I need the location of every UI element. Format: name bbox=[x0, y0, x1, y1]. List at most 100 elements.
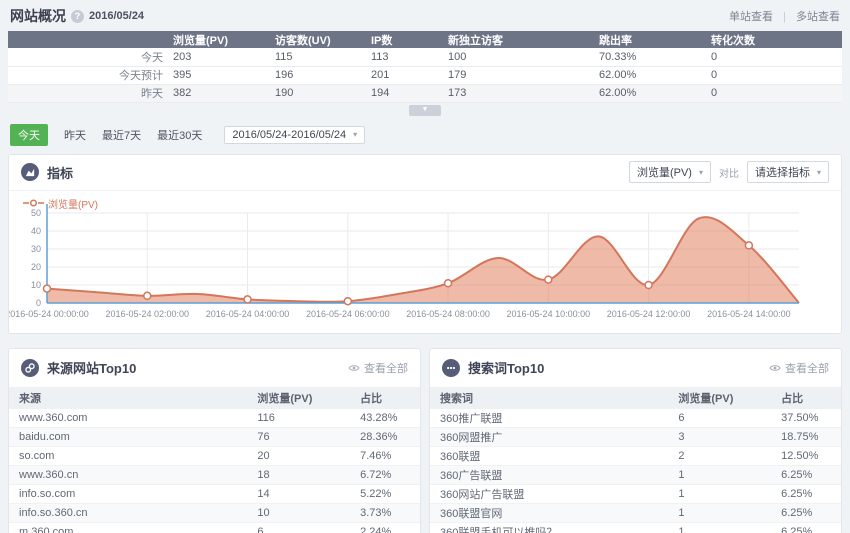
table-cell: 190 bbox=[275, 84, 371, 102]
link-icon bbox=[21, 359, 39, 377]
svg-text:2016-05-24 12:00:00: 2016-05-24 12:00:00 bbox=[607, 309, 691, 319]
table-row: m.360.com62.24% bbox=[9, 523, 420, 533]
filter-last30days-link[interactable]: 最近30天 bbox=[157, 127, 202, 143]
table-cell: 196 bbox=[275, 66, 371, 84]
table-row: 昨天38219019417362.00%0 bbox=[8, 84, 842, 102]
date-range-select[interactable]: 2016/05/24-2016/05/24 ▾ bbox=[224, 126, 365, 144]
table-row: 360联盟手机可以推吗？16.25% bbox=[430, 523, 841, 533]
table-cell: baidu.com bbox=[9, 428, 247, 447]
compare-metric-select[interactable]: 请选择指标 ▾ bbox=[747, 161, 829, 183]
sources-table-body: www.360.com11643.28%baidu.com7628.36%so.… bbox=[9, 409, 420, 533]
sources-header-row: 来源 浏览量(PV) 占比 bbox=[9, 387, 420, 409]
table-cell: 76 bbox=[247, 428, 350, 447]
table-cell: 0 bbox=[711, 66, 842, 84]
table-cell: 2 bbox=[668, 447, 771, 466]
table-cell: 203 bbox=[173, 48, 275, 66]
table-row: so.com207.46% bbox=[9, 447, 420, 466]
table-cell: 43.28% bbox=[350, 409, 420, 428]
multi-site-view-link[interactable]: 多站查看 bbox=[796, 11, 840, 23]
metric-select[interactable]: 浏览量(PV) ▾ bbox=[629, 161, 711, 183]
table-cell: 今天 bbox=[8, 48, 173, 66]
table-cell: 115 bbox=[275, 48, 371, 66]
sources-view-all-label: 查看全部 bbox=[364, 360, 408, 376]
table-cell: 18.75% bbox=[771, 428, 841, 447]
overview-table: 浏览量(PV) 访客数(UV) IP数 新独立访客 跳出率 转化次数 今天203… bbox=[8, 31, 842, 103]
table-row: baidu.com7628.36% bbox=[9, 428, 420, 447]
top-keywords-panel: 搜索词Top10 查看全部 搜索词 浏览量(PV) 占比 bbox=[429, 348, 842, 533]
metrics-chart-icon bbox=[21, 163, 39, 181]
table-cell: 37.50% bbox=[771, 409, 841, 428]
table-cell: 昨天 bbox=[8, 84, 173, 102]
metric-controls: 浏览量(PV) ▾ 对比 请选择指标 ▾ bbox=[629, 161, 829, 183]
table-cell: 360网盟推广 bbox=[430, 428, 668, 447]
table-cell: 116 bbox=[247, 409, 350, 428]
svg-text:2016-05-24 02:00:00: 2016-05-24 02:00:00 bbox=[105, 309, 189, 319]
table-cell: 395 bbox=[173, 66, 275, 84]
filter-today-button[interactable]: 今天 bbox=[10, 124, 48, 146]
sources-panel-header: 来源网站Top10 查看全部 bbox=[9, 349, 420, 387]
table-cell: www.360.com bbox=[9, 409, 247, 428]
sources-col-pv: 浏览量(PV) bbox=[247, 387, 350, 409]
keywords-view-all-link[interactable]: 查看全部 bbox=[769, 360, 829, 376]
svg-text:30: 30 bbox=[31, 244, 41, 254]
chevron-down-icon: ▾ bbox=[699, 168, 703, 177]
table-row: info.so.com145.22% bbox=[9, 485, 420, 504]
table-cell: 28.36% bbox=[350, 428, 420, 447]
table-cell: 360联盟官网 bbox=[430, 504, 668, 523]
table-row: 360推广联盟637.50% bbox=[430, 409, 841, 428]
svg-text:2016-05-24 00:00:00: 2016-05-24 00:00:00 bbox=[9, 309, 89, 319]
overview-table-wrap: 浏览量(PV) 访客数(UV) IP数 新独立访客 跳出率 转化次数 今天203… bbox=[8, 31, 842, 116]
table-cell: m.360.com bbox=[9, 523, 247, 533]
help-icon[interactable]: ? bbox=[71, 10, 84, 23]
table-cell: 6.25% bbox=[771, 504, 841, 523]
legend-label: 浏览量(PV) bbox=[48, 196, 98, 211]
bottom-panels: 来源网站Top10 查看全部 来源 浏览量(PV) 占比 bbox=[8, 348, 842, 533]
compare-select-value: 请选择指标 bbox=[755, 164, 810, 180]
svg-text:0: 0 bbox=[36, 298, 41, 308]
sources-panel-title: 来源网站Top10 bbox=[47, 358, 136, 377]
expand-table-button[interactable]: ▼ bbox=[409, 105, 441, 116]
sources-table: 来源 浏览量(PV) 占比 www.360.com11643.28%baidu.… bbox=[9, 387, 420, 533]
svg-text:10: 10 bbox=[31, 280, 41, 290]
table-cell: 382 bbox=[173, 84, 275, 102]
table-row: 360网站广告联盟16.25% bbox=[430, 485, 841, 504]
page-title: 网站概况 bbox=[10, 6, 66, 26]
table-cell: 1 bbox=[668, 504, 771, 523]
keywords-table-body: 360推广联盟637.50%360网盟推广318.75%360联盟212.50%… bbox=[430, 409, 841, 533]
table-row: 今天预计39519620117962.00%0 bbox=[8, 66, 842, 84]
sources-col-share: 占比 bbox=[350, 387, 420, 409]
table-row: 360网盟推广318.75% bbox=[430, 428, 841, 447]
svg-text:2016-05-24 10:00:00: 2016-05-24 10:00:00 bbox=[507, 309, 591, 319]
table-cell: 201 bbox=[371, 66, 448, 84]
single-site-view-link[interactable]: 单站查看 bbox=[729, 11, 773, 23]
table-cell: 3.73% bbox=[350, 504, 420, 523]
overview-col-ip: IP数 bbox=[371, 31, 448, 48]
date-range-value: 2016/05/24-2016/05/24 bbox=[232, 129, 346, 141]
keywords-col-term: 搜索词 bbox=[430, 387, 668, 409]
table-cell: 6 bbox=[247, 523, 350, 533]
keywords-table: 搜索词 浏览量(PV) 占比 360推广联盟637.50%360网盟推广318.… bbox=[430, 387, 841, 533]
chevron-down-icon: ▾ bbox=[817, 168, 821, 177]
table-cell: 173 bbox=[448, 84, 599, 102]
table-cell: 360广告联盟 bbox=[430, 466, 668, 485]
view-mode-links: 单站查看 | 多站查看 bbox=[729, 8, 840, 24]
keywords-view-all-label: 查看全部 bbox=[785, 360, 829, 376]
filter-last7days-link[interactable]: 最近7天 bbox=[102, 127, 141, 143]
table-row: info.so.360.cn103.73% bbox=[9, 504, 420, 523]
table-cell: 6.25% bbox=[771, 466, 841, 485]
filter-yesterday-link[interactable]: 昨天 bbox=[64, 127, 86, 143]
overview-col-pv: 浏览量(PV) bbox=[173, 31, 275, 48]
table-row: 360联盟官网16.25% bbox=[430, 504, 841, 523]
table-cell: 1 bbox=[668, 485, 771, 504]
chart-legend[interactable]: 浏览量(PV) bbox=[23, 196, 98, 211]
metrics-panel: 指标 浏览量(PV) ▾ 对比 请选择指标 ▾ 浏览 bbox=[8, 154, 842, 334]
table-cell: 0 bbox=[711, 84, 842, 102]
table-row: 360广告联盟16.25% bbox=[430, 466, 841, 485]
overview-col-label bbox=[8, 31, 173, 48]
table-cell: 360推广联盟 bbox=[430, 409, 668, 428]
table-cell: 18 bbox=[247, 466, 350, 485]
sources-view-all-link[interactable]: 查看全部 bbox=[348, 360, 408, 376]
table-cell: 12.50% bbox=[771, 447, 841, 466]
chevron-down-icon: ▾ bbox=[353, 130, 357, 139]
table-cell: 20 bbox=[247, 447, 350, 466]
